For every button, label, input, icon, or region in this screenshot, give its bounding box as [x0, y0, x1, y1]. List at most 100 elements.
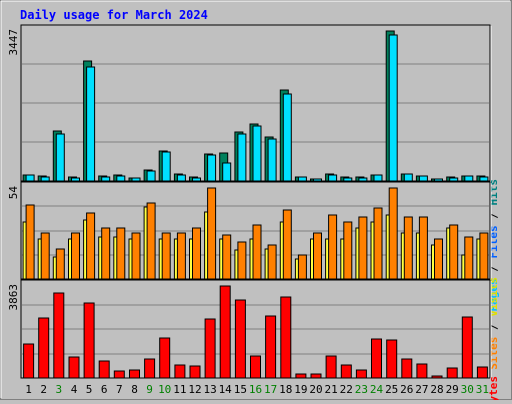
bar-top-files-21	[328, 174, 338, 182]
bar-top-files-25	[388, 34, 398, 182]
bar-top-files-4	[71, 177, 80, 182]
bar-bottom-kbytes-9	[144, 358, 156, 379]
bar-top-files-2	[40, 176, 50, 182]
bar-bottom-kbytes-17	[265, 315, 277, 379]
bar-top-files-12	[192, 177, 201, 182]
bar-top-files-11	[176, 174, 186, 182]
chart-title: Daily usage for March 2024	[20, 8, 208, 22]
x-tick-label: 14	[219, 383, 233, 396]
bar-top-files-5	[86, 66, 96, 182]
bar-middle-sites-20	[313, 232, 322, 280]
x-tick-label: 4	[71, 383, 78, 396]
bar-middle-sites-10	[161, 232, 171, 280]
bar-bottom-kbytes-7	[113, 370, 125, 379]
bar-top-files-18	[282, 93, 292, 182]
bar-bottom-kbytes-15	[234, 299, 246, 379]
bar-bottom-kbytes-10	[159, 337, 171, 379]
x-tick-label: 21	[324, 383, 337, 396]
x-tick-label: 15	[234, 383, 247, 396]
x-tick-label: 7	[116, 383, 123, 396]
bar-top-files-27	[418, 175, 428, 182]
x-tick-label: 25	[385, 383, 398, 396]
bar-top-files-29	[449, 177, 459, 182]
bar-bottom-kbytes-24	[371, 338, 382, 379]
x-tick-label: 13	[203, 383, 216, 396]
bar-middle-sites-31	[479, 232, 489, 280]
x-tick-label: 17	[264, 383, 277, 396]
bar-middle-sites-28	[434, 238, 443, 280]
bar-middle-sites-25	[388, 187, 398, 280]
bar-top-files-14	[222, 162, 232, 182]
bar-bottom-kbytes-31	[476, 366, 488, 379]
bar-bottom-kbytes-30	[461, 316, 473, 379]
bar-bottom-kbytes-28	[431, 375, 443, 379]
bar-bottom-kbytes-12	[189, 365, 201, 379]
bar-middle-sites-6	[101, 227, 111, 280]
bar-top-files-19	[297, 176, 307, 182]
bar-middle-sites-22	[343, 221, 353, 280]
x-tick-label: 10	[158, 383, 171, 396]
bar-bottom-kbytes-25	[386, 339, 398, 379]
bar-bottom-kbytes-18	[280, 296, 292, 379]
bar-top-files-1	[25, 174, 35, 182]
bar-bottom-kbytes-6	[98, 360, 110, 379]
bar-middle-sites-11	[176, 232, 186, 280]
bar-middle-sites-17	[267, 244, 277, 280]
x-tick-label: 1	[25, 383, 32, 396]
bar-middle-sites-23	[358, 216, 368, 280]
bar-top-files-22	[343, 177, 353, 182]
x-tick-label: 30	[461, 383, 474, 396]
bar-top-files-13	[207, 154, 217, 182]
bar-middle-sites-27	[418, 216, 428, 280]
bar-top-files-7	[116, 175, 126, 182]
bar-top-files-20	[313, 178, 322, 182]
bar-bottom-kbytes-16	[250, 355, 261, 379]
bar-bottom-kbytes-20	[310, 373, 322, 379]
bar-middle-sites-26	[403, 216, 413, 280]
bar-middle-sites-29	[449, 224, 459, 280]
x-tick-label: 18	[279, 383, 292, 396]
bar-top-files-26	[403, 173, 413, 182]
ymax-label-middle: 54	[7, 186, 20, 200]
x-tick-label: 3	[55, 383, 62, 396]
bar-bottom-kbytes-3	[53, 292, 65, 379]
bar-middle-sites-5	[86, 212, 96, 280]
bar-bottom-kbytes-5	[83, 302, 95, 379]
x-tick-label: 19	[294, 383, 307, 396]
x-tick-label: 29	[446, 383, 459, 396]
bar-bottom-kbytes-22	[340, 364, 352, 379]
bar-bottom-kbytes-2	[38, 317, 50, 379]
bar-bottom-kbytes-14	[219, 285, 231, 379]
x-tick-label: 20	[309, 383, 322, 396]
bar-top-files-16	[252, 125, 262, 182]
bar-middle-sites-21	[328, 214, 338, 280]
bar-middle-sites-7	[116, 227, 126, 280]
x-tick-label: 2	[40, 383, 47, 396]
bar-middle-sites-8	[131, 232, 141, 280]
bar-middle-sites-1	[25, 204, 35, 280]
x-tick-label: 11	[173, 383, 186, 396]
bar-bottom-kbytes-13	[204, 318, 216, 379]
bar-middle-sites-12	[192, 227, 201, 280]
bar-bottom-kbytes-21	[325, 355, 337, 379]
bar-top-files-24	[373, 174, 383, 182]
bar-middle-sites-9	[146, 202, 156, 280]
bar-middle-sites-4	[71, 232, 80, 280]
bar-top-files-10	[161, 151, 171, 182]
bar-bottom-kbytes-11	[174, 364, 186, 379]
bar-middle-sites-15	[237, 241, 247, 280]
x-tick-label: 24	[370, 383, 384, 396]
legend-part: KBytes	[487, 376, 500, 400]
bar-top-files-31	[479, 176, 489, 182]
bar-bottom-kbytes-27	[416, 363, 428, 379]
bar-bottom-kbytes-19	[295, 373, 307, 379]
x-tick-label: 8	[131, 383, 138, 396]
bar-middle-sites-30	[464, 236, 474, 280]
bar-bottom-kbytes-26	[401, 358, 413, 379]
bar-middle-sites-16	[252, 224, 262, 280]
bar-top-files-15	[237, 133, 247, 182]
bar-top-files-28	[434, 178, 443, 182]
x-tick-label: 26	[400, 383, 413, 396]
